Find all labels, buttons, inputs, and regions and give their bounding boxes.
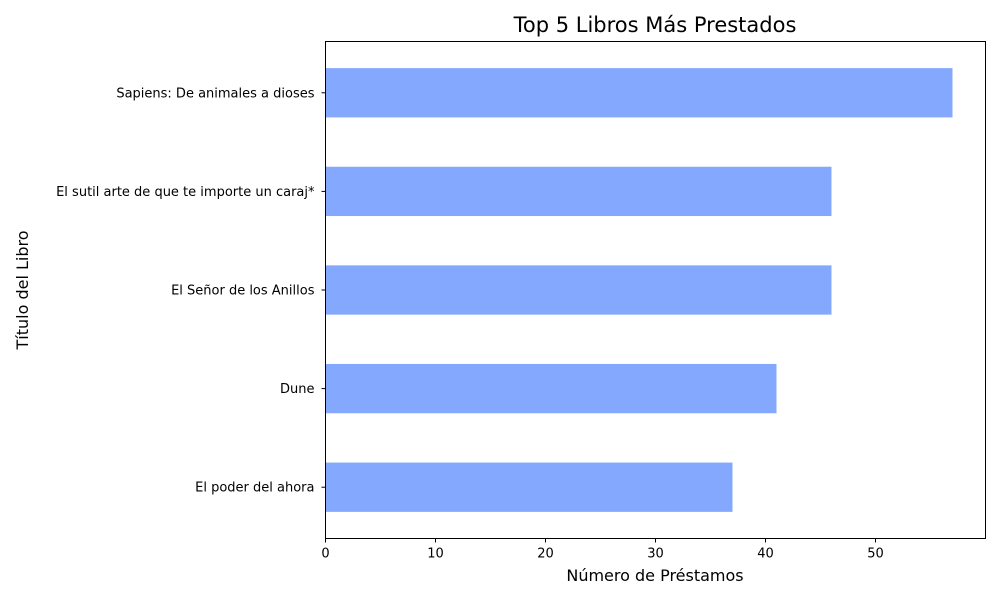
bar: [325, 68, 953, 118]
x-axis-ticks: 0 10 20 30 40 50: [321, 538, 884, 562]
x-tick-label: 50: [867, 547, 884, 562]
bar: [325, 363, 777, 414]
y-tick-label: Dune: [280, 382, 315, 397]
plot-frame: [325, 41, 986, 539]
x-tick-label: 0: [321, 547, 329, 562]
y-tick-label: El poder del ahora: [195, 481, 314, 496]
x-tick-label: 40: [757, 547, 774, 562]
bar: [325, 265, 832, 315]
bar: [325, 166, 832, 217]
y-axis-ticks: Sapiens: De animales a dioses El sutil ar…: [56, 86, 326, 496]
y-tick-label: El Señor de los Anillos: [171, 284, 315, 299]
chart-title: Top 5 Libros Más Prestados: [513, 13, 797, 37]
x-tick-label: 10: [427, 547, 444, 562]
bar: [325, 462, 733, 512]
bars: [325, 68, 953, 512]
y-tick-label: El sutil arte de que te importe un caraj…: [56, 185, 315, 200]
x-axis-title: Número de Préstamos: [566, 566, 743, 585]
x-tick-label: 20: [537, 547, 554, 562]
y-tick-label: Sapiens: De animales a dioses: [116, 86, 314, 101]
x-tick-label: 30: [647, 547, 664, 562]
y-axis-title: Título del Libro: [13, 230, 32, 350]
